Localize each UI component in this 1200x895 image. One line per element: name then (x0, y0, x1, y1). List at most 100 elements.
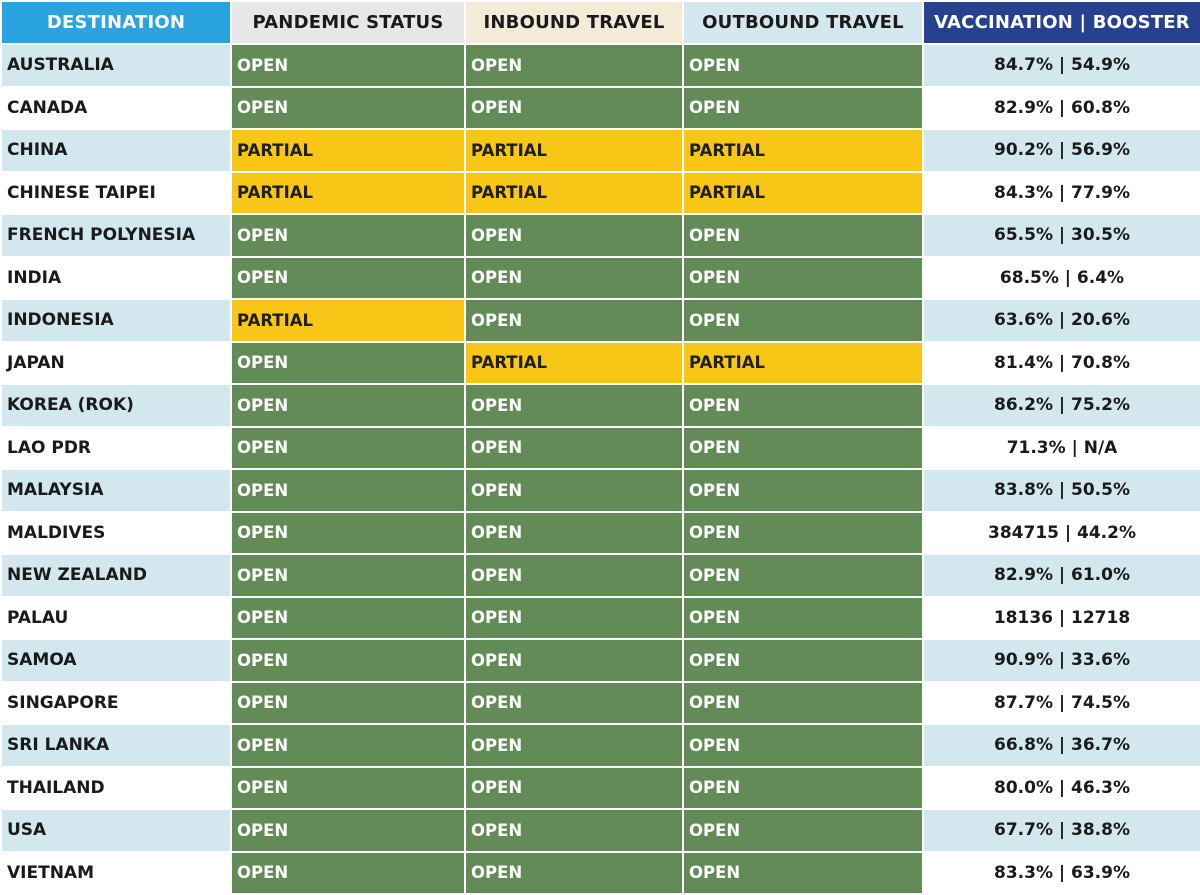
vaccination-booster-cell: 65.5% | 30.5% (922, 213, 1200, 258)
outbound-travel-cell: OPEN (682, 553, 924, 598)
inbound-travel-cell: PARTIAL (464, 340, 684, 385)
pandemic-status-cell: OPEN (230, 213, 466, 258)
pandemic-status-cell: OPEN (230, 383, 466, 428)
outbound-travel-cell: PARTIAL (682, 170, 924, 215)
outbound-travel-cell: OPEN (682, 425, 924, 470)
outbound-travel-cell: OPEN (682, 383, 924, 428)
outbound-travel-cell: OPEN (682, 468, 924, 513)
outbound-travel-cell: OPEN (682, 85, 924, 130)
destination-cell: SINGAPORE (0, 680, 232, 725)
table-row: AUSTRALIA OPEN OPEN OPEN 84.7% | 54.9% (0, 43, 1200, 88)
inbound-travel-cell: OPEN (464, 43, 684, 88)
pandemic-status-cell: OPEN (230, 43, 466, 88)
inbound-travel-cell: OPEN (464, 808, 684, 853)
pandemic-status-cell: PARTIAL (230, 298, 466, 343)
destination-cell: SAMOA (0, 638, 232, 683)
vaccination-booster-cell: 87.7% | 74.5% (922, 680, 1200, 725)
table-row: VIETNAM OPEN OPEN OPEN 83.3% | 63.9% (0, 850, 1200, 895)
header-inbound-travel: INBOUND TRAVEL (464, 0, 684, 45)
inbound-travel-cell: OPEN (464, 213, 684, 258)
vaccination-booster-cell: 90.2% | 56.9% (922, 128, 1200, 173)
destination-cell: MALAYSIA (0, 468, 232, 513)
destination-cell: NEW ZEALAND (0, 553, 232, 598)
pandemic-status-cell: OPEN (230, 765, 466, 810)
vaccination-booster-cell: 86.2% | 75.2% (922, 383, 1200, 428)
table-row: SRI LANKA OPEN OPEN OPEN 66.8% | 36.7% (0, 723, 1200, 768)
inbound-travel-cell: OPEN (464, 468, 684, 513)
destination-cell: CHINESE TAIPEI (0, 170, 232, 215)
destination-cell: FRENCH POLYNESIA (0, 213, 232, 258)
pandemic-status-cell: OPEN (230, 638, 466, 683)
outbound-travel-cell: OPEN (682, 255, 924, 300)
outbound-travel-cell: OPEN (682, 43, 924, 88)
vaccination-booster-cell: 66.8% | 36.7% (922, 723, 1200, 768)
vaccination-booster-cell: 68.5% | 6.4% (922, 255, 1200, 300)
pandemic-status-cell: OPEN (230, 553, 466, 598)
outbound-travel-cell: OPEN (682, 638, 924, 683)
outbound-travel-cell: OPEN (682, 850, 924, 895)
header-destination: DESTINATION (0, 0, 232, 45)
table-row: CANADA OPEN OPEN OPEN 82.9% | 60.8% (0, 85, 1200, 130)
inbound-travel-cell: OPEN (464, 85, 684, 130)
destination-cell: CANADA (0, 85, 232, 130)
pandemic-status-cell: OPEN (230, 680, 466, 725)
inbound-travel-cell: OPEN (464, 255, 684, 300)
vaccination-booster-cell: 84.3% | 77.9% (922, 170, 1200, 215)
vaccination-booster-cell: 83.3% | 63.9% (922, 850, 1200, 895)
header-pandemic-status: PANDEMIC STATUS (230, 0, 466, 45)
table-row: LAO PDR OPEN OPEN OPEN 71.3% | N/A (0, 425, 1200, 470)
vaccination-booster-cell: 82.9% | 60.8% (922, 85, 1200, 130)
inbound-travel-cell: OPEN (464, 638, 684, 683)
outbound-travel-cell: OPEN (682, 723, 924, 768)
vaccination-booster-cell: 67.7% | 38.8% (922, 808, 1200, 853)
vaccination-booster-cell: 71.3% | N/A (922, 425, 1200, 470)
destination-cell: PALAU (0, 595, 232, 640)
table-row: INDONESIA PARTIAL OPEN OPEN 63.6% | 20.6% (0, 298, 1200, 343)
inbound-travel-cell: OPEN (464, 765, 684, 810)
table-body: AUSTRALIA OPEN OPEN OPEN 84.7% | 54.9% CANADA… (0, 43, 1200, 895)
table-row: CHINA PARTIAL PARTIAL PARTIAL 90.2% | 56.9% (0, 128, 1200, 173)
table-row: THAILAND OPEN OPEN OPEN 80.0% | 46.3% (0, 765, 1200, 810)
pandemic-status-cell: OPEN (230, 595, 466, 640)
pandemic-status-cell: OPEN (230, 723, 466, 768)
outbound-travel-cell: OPEN (682, 213, 924, 258)
destination-cell: INDONESIA (0, 298, 232, 343)
destination-cell: JAPAN (0, 340, 232, 385)
pandemic-status-cell: OPEN (230, 510, 466, 555)
outbound-travel-cell: OPEN (682, 510, 924, 555)
header-vaccination-booster: VACCINATION | BOOSTER (922, 0, 1200, 45)
outbound-travel-cell: OPEN (682, 298, 924, 343)
table-row: SINGAPORE OPEN OPEN OPEN 87.7% | 74.5% (0, 680, 1200, 725)
header-outbound-travel: OUTBOUND TRAVEL (682, 0, 924, 45)
table-row: USA OPEN OPEN OPEN 67.7% | 38.8% (0, 808, 1200, 853)
inbound-travel-cell: PARTIAL (464, 170, 684, 215)
inbound-travel-cell: OPEN (464, 383, 684, 428)
inbound-travel-cell: OPEN (464, 298, 684, 343)
destination-cell: VIETNAM (0, 850, 232, 895)
pandemic-status-cell: OPEN (230, 425, 466, 470)
destination-cell: USA (0, 808, 232, 853)
pandemic-status-cell: PARTIAL (230, 128, 466, 173)
table-row: FRENCH POLYNESIA OPEN OPEN OPEN 65.5% | 30.5… (0, 213, 1200, 258)
table-row: INDIA OPEN OPEN OPEN 68.5% | 6.4% (0, 255, 1200, 300)
inbound-travel-cell: OPEN (464, 553, 684, 598)
header-row: DESTINATION PANDEMIC STATUS INBOUND TRAV… (0, 0, 1200, 45)
outbound-travel-cell: PARTIAL (682, 340, 924, 385)
destination-cell: KOREA (ROK) (0, 383, 232, 428)
pandemic-status-cell: PARTIAL (230, 170, 466, 215)
table-header: DESTINATION PANDEMIC STATUS INBOUND TRAV… (0, 0, 1200, 45)
table-row: PALAU OPEN OPEN OPEN 18136 | 12718 (0, 595, 1200, 640)
pandemic-status-cell: OPEN (230, 255, 466, 300)
pandemic-status-cell: OPEN (230, 808, 466, 853)
inbound-travel-cell: OPEN (464, 425, 684, 470)
destination-cell: AUSTRALIA (0, 43, 232, 88)
destination-cell: MALDIVES (0, 510, 232, 555)
pandemic-status-cell: OPEN (230, 850, 466, 895)
outbound-travel-cell: OPEN (682, 765, 924, 810)
outbound-travel-cell: OPEN (682, 680, 924, 725)
table-row: SAMOA OPEN OPEN OPEN 90.9% | 33.6% (0, 638, 1200, 683)
vaccination-booster-cell: 82.9% | 61.0% (922, 553, 1200, 598)
vaccination-booster-cell: 63.6% | 20.6% (922, 298, 1200, 343)
destination-cell: CHINA (0, 128, 232, 173)
